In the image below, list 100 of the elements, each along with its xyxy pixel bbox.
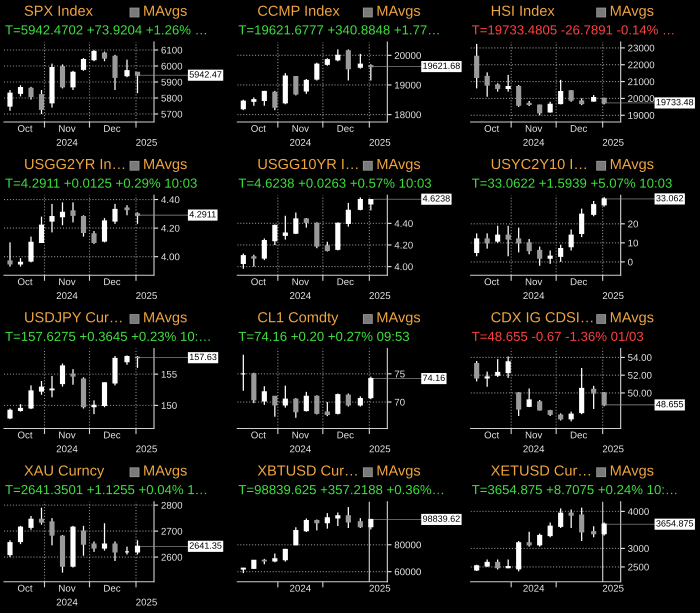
annotation: 5942.47 [190,71,222,78]
candlestick [324,512,330,530]
candlestick [18,525,24,545]
y-tick-label: 54.00 [628,354,652,362]
candlestick [335,48,340,62]
candlestick [38,216,44,244]
candlestick [251,254,256,268]
candlestick [112,54,118,91]
x2-tick-label: 2024 [290,138,311,146]
x-tick-label: Nov [526,278,542,286]
y-tick-label: 5800 [161,94,182,102]
x-tick-label: Dec [570,278,588,286]
text: MAvgs [610,465,654,479]
candlestick [474,232,480,257]
chart-title: CDX IG CDSI… [491,312,592,322]
candlestick [60,202,66,226]
x2-tick-label: 2024 [290,292,311,300]
candlestick [7,242,13,268]
candlestick [102,217,108,244]
candlestick [368,198,374,212]
chart-title: USGG10YR I… [258,158,358,170]
chart-title: XETUSD Cur… [490,465,590,476]
candlestick [558,244,564,263]
chart-subtitle: T=5942.4702 +73.9204 +1.26% … [5,25,206,35]
candlestick [324,401,330,417]
x-tick-label: Oct [18,125,32,132]
y-tick-label: 2700 [161,528,182,535]
candlestick [293,526,298,546]
candlestick [314,62,320,82]
chart-title: CCMP Index [258,5,340,16]
y-tick-label: 52.00 [628,372,652,379]
chart-title: CL1 Comdty [258,312,338,326]
candlestick [240,253,246,270]
annotation: 98839.62 [423,515,460,522]
candlestick [272,90,278,111]
x2-tick-label: 2024 [56,292,78,300]
x2-tick-label: 2024 [56,445,78,452]
candlestick [495,358,500,378]
y-tick-label: 4.20 [161,224,180,232]
text: MAvgs [144,158,187,172]
y-tick-label: 4.20 [394,242,413,249]
x-tick-label: Oct [18,432,32,438]
candlestick [70,368,76,386]
x-tick-label: Oct [18,278,32,286]
chart-title: HSI Index [492,5,555,16]
candlestick [262,386,267,406]
y-tick-label: 4.00 [161,253,180,260]
annotation: 4.2911 [189,211,216,218]
candlestick [346,202,351,228]
y-tick-label: 6000 [161,62,182,70]
y-tick-label: 5700 [161,110,182,118]
candlestick [293,212,298,235]
chart-subtitle: T=98839.625 +357.2188 +0.36%… [238,484,444,494]
chart-title: USYC2Y10 I… [492,158,586,170]
candlestick [102,382,108,408]
annotation: 48.655 [656,400,684,408]
y-tick-label: 19000 [395,82,421,89]
candlestick [591,526,596,538]
candlestick [346,48,351,82]
x2-tick-label: 2024 [523,138,544,146]
x2-tick-label: 2025 [136,598,157,606]
chart-subtitle: T=2641.3501 +1.1255 +0.04% 1… [5,484,206,494]
candlestick [602,196,607,208]
y-tick-label: 75 [394,370,405,378]
candlestick [112,203,118,224]
candlestick [304,217,309,228]
y-tick-label: 10 [628,240,638,246]
x-tick-label: Nov [292,125,309,132]
x-tick-label: Oct [484,125,500,132]
candlestick [49,375,55,398]
chart-subtitle: T=3654.875 +8.7075 +0.24% 10:… [472,484,676,494]
candlestick [7,89,13,112]
x-tick-label: Oct [251,278,266,286]
candlestick [18,84,24,98]
x2-tick-label: 2024 [290,445,311,452]
text: MAvgs [144,465,187,479]
candlestick [282,385,288,408]
y-tick-label: 6100 [161,46,182,54]
candlestick [80,57,86,72]
candlestick [484,72,490,98]
candlestick [124,58,130,78]
candlestick [335,512,340,527]
x2-tick-label: 2024 [523,445,544,452]
candlestick [28,236,34,264]
candlestick [124,354,130,366]
x-tick-label: Nov [526,432,542,438]
candlestick [272,224,278,246]
chart-subtitle: T=33.0622 +1.5939 +5.07% 10:03 [472,178,672,188]
candlestick [282,215,288,240]
y-tick-label: 150 [162,402,177,409]
annotation: 19621.68 [423,62,460,69]
text: MAvgs [378,158,420,172]
x-tick-label: Oct [251,432,266,438]
text: MAvgs [610,6,654,19]
candlestick [568,228,574,252]
candlestick [346,392,351,408]
candlestick [324,241,330,252]
candlestick [49,517,55,546]
x-tick-label: Nov [526,125,542,132]
x-tick-label: Nov [59,432,76,438]
